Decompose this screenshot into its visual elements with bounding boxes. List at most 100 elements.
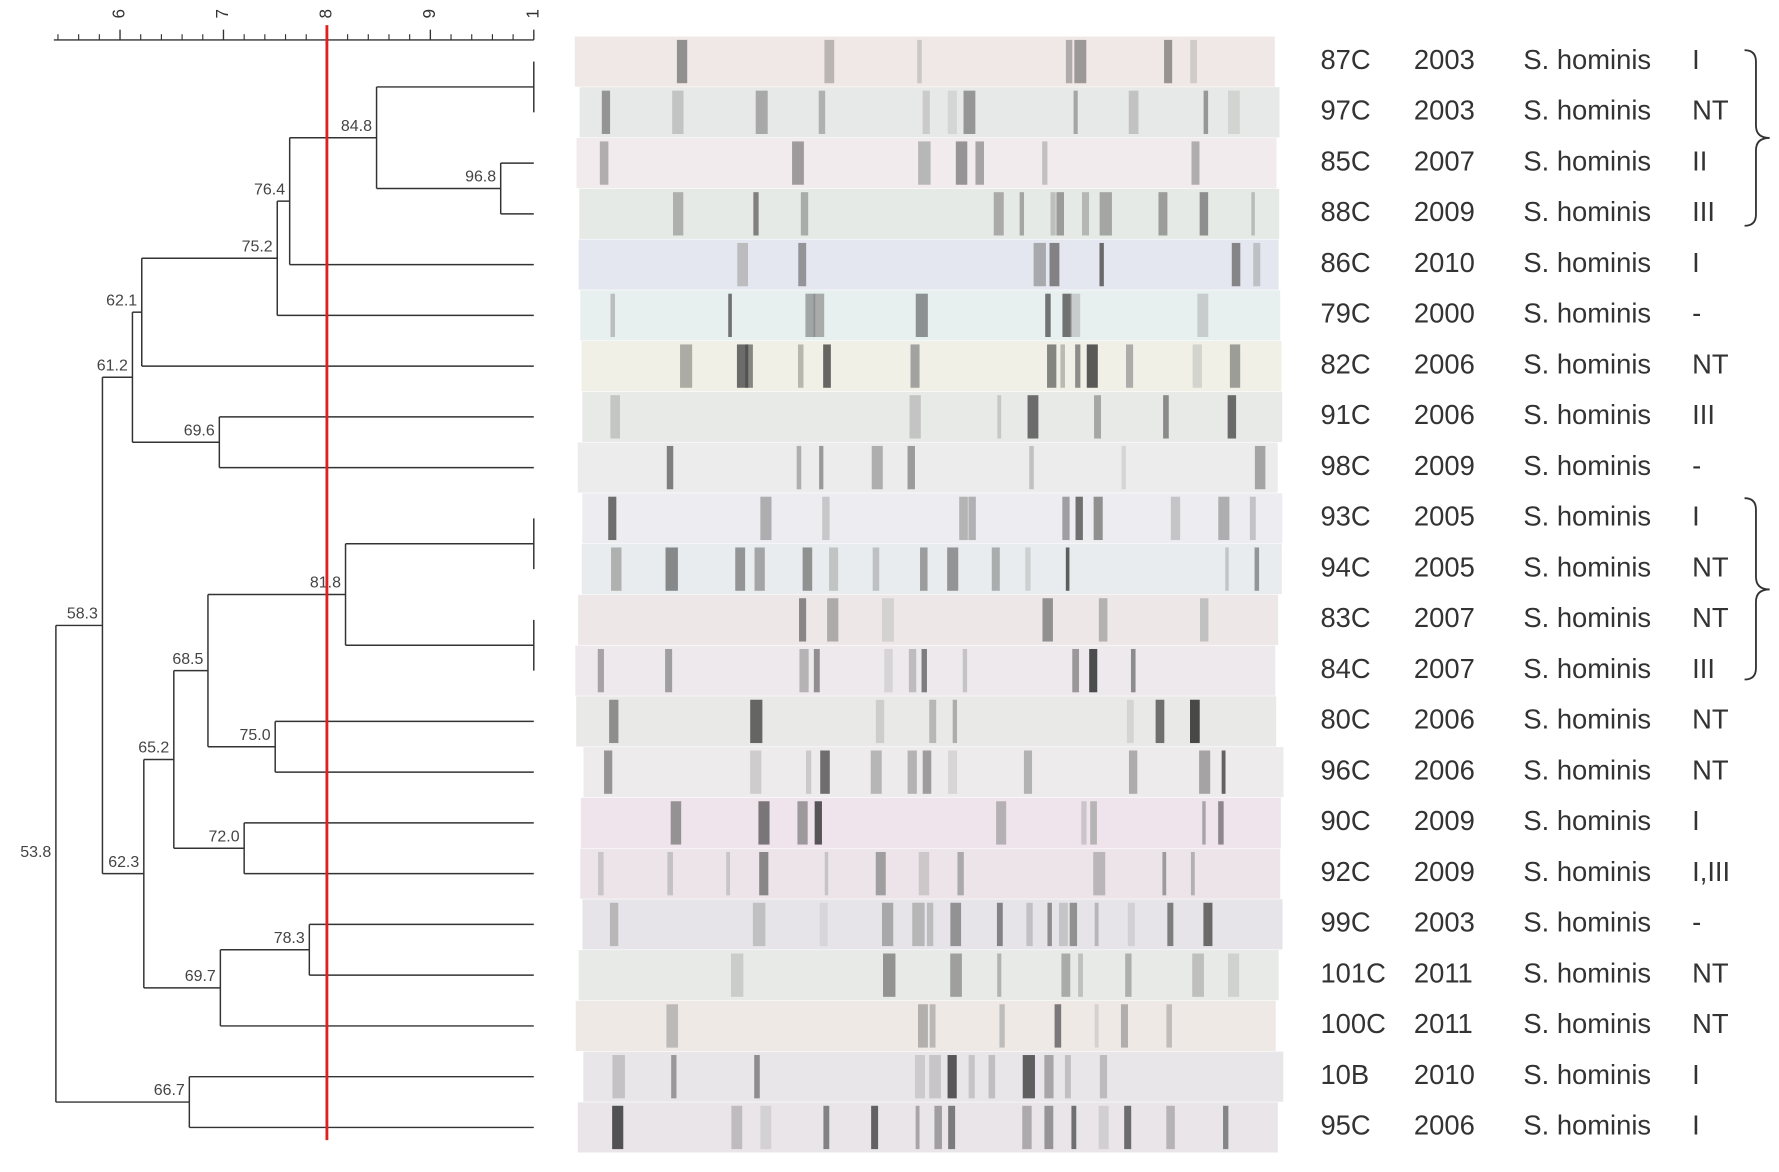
gel-lane — [580, 797, 1281, 848]
gel-band — [1218, 801, 1224, 845]
gel-band — [1155, 699, 1165, 744]
gel-band — [1126, 344, 1134, 388]
gel-band — [947, 1055, 957, 1099]
row-year: 2003 — [1414, 907, 1475, 938]
gel-band — [735, 547, 746, 591]
gel-band — [670, 801, 682, 845]
gel-band — [955, 141, 968, 185]
gel-band — [872, 547, 880, 591]
row-type: NT — [1692, 1008, 1729, 1039]
gel-band — [726, 852, 731, 896]
gel-band — [612, 1055, 625, 1099]
row-id: 86C — [1320, 247, 1370, 278]
gel-band — [1054, 1004, 1062, 1048]
gel-band — [612, 1105, 624, 1150]
gel-band — [814, 801, 822, 845]
gel-band — [1093, 852, 1106, 896]
gel-band — [929, 1004, 936, 1048]
gel-lane — [574, 36, 1275, 87]
gel-band — [996, 902, 1003, 947]
row-id: 101C — [1320, 957, 1385, 988]
gel-band — [918, 141, 931, 185]
dendrogram: 6 7 8 9 196.884.876.475.262.169.661.281.875.… — [20, 9, 542, 1141]
row-id: 96C — [1320, 754, 1370, 785]
gel-band — [929, 1055, 941, 1099]
gel-band — [908, 648, 917, 693]
gel-band — [1050, 192, 1056, 236]
gel-band — [950, 902, 962, 947]
gel-lane — [580, 848, 1281, 899]
gel-band — [1060, 344, 1065, 388]
gel-band — [1026, 902, 1033, 947]
gel-band — [1071, 1105, 1077, 1150]
gel-band — [912, 902, 925, 947]
row-type: I,III — [1692, 856, 1730, 887]
gel-band — [881, 902, 894, 947]
row-type: - — [1692, 298, 1701, 329]
x-tick-label: 8 — [316, 9, 335, 19]
gel-band — [1099, 192, 1112, 236]
row-year: 2007 — [1414, 145, 1475, 176]
gel-band — [1073, 90, 1078, 134]
gel-band — [1228, 953, 1240, 997]
gel-band — [1074, 39, 1087, 84]
gel-band — [823, 1105, 830, 1150]
x-tick-label: 6 — [110, 9, 129, 19]
gel-band — [676, 39, 688, 84]
row-year: 2011 — [1414, 1008, 1473, 1039]
gel-band — [1033, 242, 1046, 287]
row-type: I — [1692, 501, 1700, 532]
row-year: 2005 — [1414, 501, 1475, 532]
row-id: 93C — [1320, 501, 1370, 532]
row-species: S. hominis — [1523, 907, 1651, 938]
row-id: 91C — [1320, 399, 1370, 430]
x-tick-label: 9 — [420, 9, 439, 19]
gel-band — [1098, 1105, 1109, 1150]
gel-band — [909, 395, 921, 439]
gel-band — [1023, 750, 1033, 794]
gel-band — [1081, 801, 1087, 845]
gel-lane — [581, 544, 1282, 595]
node-label: 75.0 — [240, 727, 271, 744]
gel-band — [1164, 39, 1173, 84]
gel-band — [1061, 953, 1071, 997]
gel-band — [914, 1055, 925, 1099]
node-label: 69.6 — [184, 422, 215, 439]
gel-band — [1128, 750, 1138, 794]
gel-band — [800, 192, 809, 236]
gel-band — [1190, 699, 1200, 744]
gel-band — [1044, 1105, 1054, 1150]
gel-band — [609, 699, 619, 744]
gel-band — [820, 750, 830, 794]
gel-lane — [583, 1051, 1284, 1102]
gel-band — [1124, 1105, 1132, 1150]
gel-lane — [582, 493, 1283, 544]
gel-band — [666, 445, 674, 490]
gel-band — [1127, 902, 1135, 947]
gel-band — [1065, 547, 1070, 591]
gel-band — [1199, 598, 1209, 642]
gel-band — [750, 750, 762, 794]
node-label: 78.3 — [274, 930, 305, 947]
row-type: III — [1692, 653, 1715, 684]
gel-band — [671, 1055, 677, 1099]
gel-band — [1064, 1055, 1071, 1099]
node-label: 75.2 — [242, 238, 273, 255]
gel-band — [1022, 1105, 1032, 1150]
gel-band — [926, 902, 934, 947]
node-label: 61.2 — [97, 357, 128, 374]
gel-band — [1042, 598, 1053, 642]
gel-band — [1126, 699, 1134, 744]
gel-band — [1190, 852, 1195, 896]
row-species: S. hominis — [1523, 602, 1651, 633]
gel-band — [1203, 902, 1213, 947]
gel-band — [666, 1004, 678, 1048]
gel-band — [1022, 1055, 1035, 1099]
gel-band — [968, 1055, 975, 1099]
row-type: III — [1692, 196, 1715, 227]
gel-band — [604, 750, 613, 794]
gel-band — [824, 39, 835, 84]
gel-band — [917, 39, 922, 84]
gel-band — [1099, 242, 1104, 287]
gel-band — [1045, 293, 1051, 338]
